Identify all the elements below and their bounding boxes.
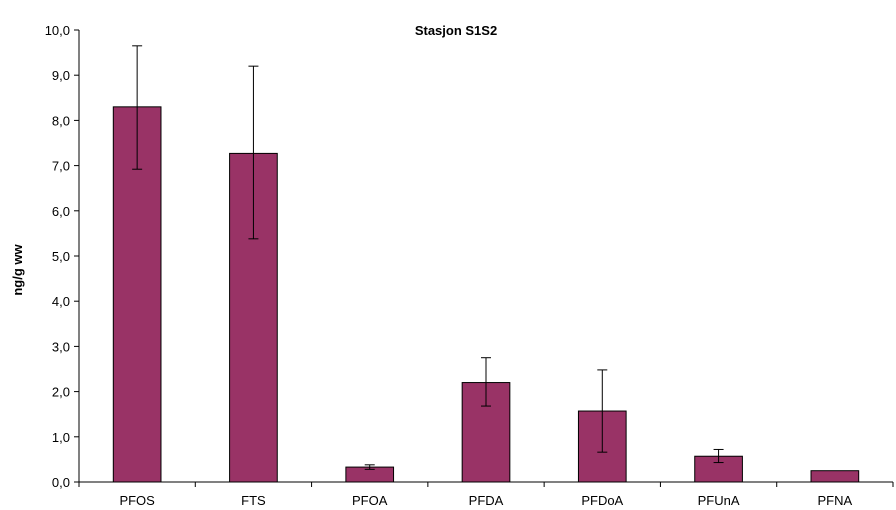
bar-pfos <box>112 106 162 483</box>
error-bars <box>132 45 724 470</box>
tick-labels: 0,0 1,0 2,0 3,0 4,0 5,0 6,0 7,0 8,0 9,0 10,0 PFOS FT… <box>45 23 853 508</box>
y-tick-label: 1,0 <box>52 430 70 445</box>
x-tick-label: PFOS <box>119 493 155 508</box>
y-axis-label: ng/g ww <box>10 243 25 295</box>
y-tick-label: 10,0 <box>45 23 70 38</box>
y-tick-label: 6,0 <box>52 204 70 219</box>
bars <box>112 106 860 483</box>
y-tick-label: 7,0 <box>52 159 70 174</box>
x-tick-label: PFNA <box>818 493 853 508</box>
x-tick-label: PFDoA <box>581 493 623 508</box>
bar-pfna <box>810 470 860 483</box>
x-tick-label: PFUnA <box>698 493 740 508</box>
x-tick-label: PFOA <box>352 493 388 508</box>
y-tick-label: 3,0 <box>52 339 70 354</box>
y-tick-label: 0,0 <box>52 475 70 490</box>
y-tick-label: 8,0 <box>52 113 70 128</box>
y-tick-label: 5,0 <box>52 249 70 264</box>
x-tick-label: PFDA <box>469 493 504 508</box>
y-tick-label: 2,0 <box>52 385 70 400</box>
chart-title: Stasjon S1S2 <box>415 23 497 38</box>
y-tick-label: 4,0 <box>52 294 70 309</box>
y-tick-label: 9,0 <box>52 68 70 83</box>
x-tick-label: FTS <box>241 493 266 508</box>
